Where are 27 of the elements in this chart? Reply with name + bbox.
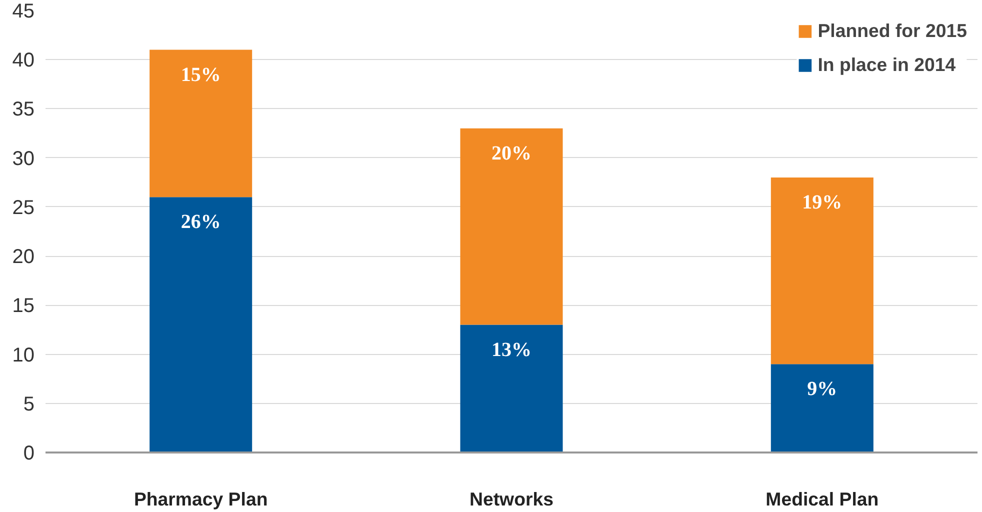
y-tick-label: 0 [23, 442, 34, 464]
data-label: 20% [492, 142, 532, 164]
y-tick-label: 10 [12, 344, 35, 366]
data-label: 15% [180, 64, 221, 86]
y-tick-label: 30 [12, 148, 35, 170]
data-label: 19% [802, 191, 842, 214]
y-tick-label: 35 [12, 98, 35, 121]
data-label: 13% [492, 338, 532, 361]
y-tick-label: 5 [23, 393, 34, 416]
data-label: 26% [180, 211, 221, 234]
y-tick-label: 45 [12, 0, 35, 22]
bar [460, 128, 563, 325]
bar [150, 50, 252, 198]
bar [460, 324, 563, 452]
y-tick-label: 15 [12, 295, 35, 318]
legend-label: In place in 2014 [818, 54, 956, 76]
legend-label: Planned for 2015 [818, 20, 967, 42]
y-tick-label: 25 [12, 196, 35, 219]
x-tick-label: Medical Plan [766, 488, 879, 510]
x-tick-label: Pharmacy Plan [134, 488, 268, 510]
y-tick-label: 20 [12, 246, 35, 268]
bar [770, 364, 874, 452]
bar [150, 197, 252, 452]
data-label: 9% [807, 378, 838, 400]
x-tick-label: Networks [470, 488, 554, 510]
bar [770, 177, 874, 364]
y-tick-label: 40 [12, 50, 35, 72]
